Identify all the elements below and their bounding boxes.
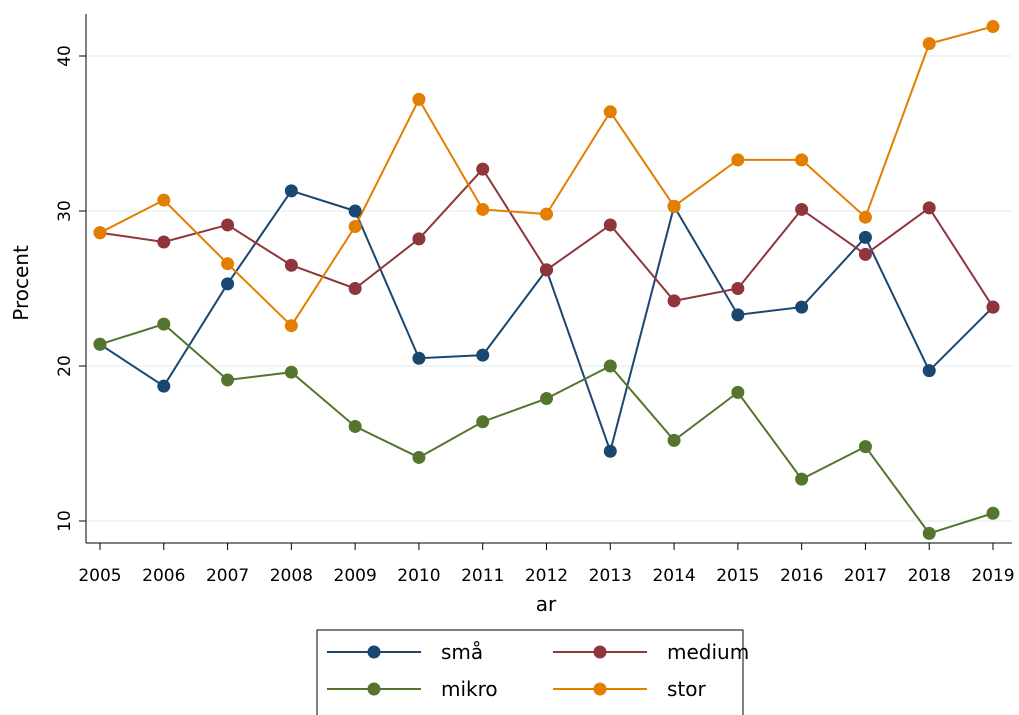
data-point-0 — [922, 364, 936, 378]
data-point-3 — [603, 105, 617, 119]
data-point-1 — [412, 232, 426, 246]
data-point-2 — [412, 450, 426, 464]
legend-label: små — [441, 640, 483, 664]
legend-marker — [593, 645, 607, 659]
data-point-2 — [795, 472, 809, 486]
x-axis-title: ar — [536, 592, 557, 616]
data-point-3 — [412, 92, 426, 106]
data-point-2 — [731, 385, 745, 399]
y-axis-title: Procent — [9, 245, 33, 321]
y-tick-label: 20 — [55, 355, 75, 377]
data-point-3 — [667, 199, 681, 213]
data-point-0 — [284, 184, 298, 198]
x-tick-label: 2009 — [334, 566, 377, 586]
x-tick-label: 2011 — [461, 566, 504, 586]
legend-label: mikro — [441, 677, 498, 701]
legend-marker — [367, 682, 381, 696]
data-point-3 — [922, 37, 936, 51]
data-point-0 — [858, 230, 872, 244]
legend-marker — [367, 645, 381, 659]
data-point-2 — [667, 433, 681, 447]
x-tick-label: 2019 — [971, 566, 1014, 586]
data-point-3 — [221, 257, 235, 271]
data-point-1 — [858, 247, 872, 261]
x-tick-label: 2007 — [206, 566, 249, 586]
data-point-3 — [858, 210, 872, 224]
data-point-2 — [986, 506, 1000, 520]
axes — [85, 14, 1012, 544]
data-point-1 — [348, 282, 362, 295]
data-point-2 — [476, 415, 490, 429]
x-tick-label: 2005 — [78, 566, 121, 586]
data-point-3 — [795, 153, 809, 167]
series-line-3 — [99, 25, 994, 328]
x-tick-label: 2016 — [780, 566, 823, 586]
data-point-1 — [221, 218, 235, 232]
data-point-0 — [348, 204, 362, 218]
data-point-2 — [858, 440, 872, 454]
data-point-0 — [476, 348, 490, 362]
data-point-0 — [221, 277, 235, 291]
data-point-0 — [603, 444, 617, 458]
x-tick-label: 2010 — [397, 566, 440, 586]
legend-box — [316, 629, 744, 715]
data-point-0 — [731, 308, 745, 322]
data-point-2 — [221, 373, 235, 387]
data-point-2 — [284, 365, 298, 379]
x-tick-label: 2012 — [525, 566, 568, 586]
data-point-1 — [603, 218, 617, 232]
data-point-3 — [540, 207, 553, 221]
legend: små medium mikro stor — [316, 629, 749, 715]
data-point-1 — [731, 282, 745, 295]
series-group — [93, 20, 1000, 540]
data-point-3 — [284, 319, 298, 333]
legend-label: stor — [667, 677, 706, 701]
x-tick-label: 2017 — [844, 566, 887, 586]
data-point-1 — [476, 162, 490, 176]
x-tick-label: 2018 — [908, 566, 951, 586]
data-point-2 — [348, 419, 362, 433]
data-point-1 — [667, 294, 681, 308]
data-point-3 — [157, 193, 171, 207]
data-point-3 — [348, 220, 362, 233]
data-point-1 — [540, 263, 553, 277]
data-point-2 — [157, 317, 171, 331]
data-point-0 — [157, 379, 171, 393]
data-point-1 — [922, 201, 936, 215]
data-point-1 — [795, 202, 809, 216]
data-point-3 — [986, 20, 1000, 34]
legend-label: medium — [667, 640, 749, 664]
x-tick-label: 2006 — [142, 566, 185, 586]
x-tick-label: 2015 — [716, 566, 759, 586]
y-tick-label: 10 — [55, 510, 75, 532]
data-point-3 — [93, 226, 107, 240]
data-point-1 — [157, 235, 171, 249]
x-tick-label: 2013 — [589, 566, 632, 586]
data-point-3 — [731, 153, 745, 167]
y-ticks: 10 20 30 40 — [55, 45, 86, 532]
y-tick-label: 30 — [55, 200, 75, 222]
data-point-3 — [476, 202, 490, 216]
y-tick-label: 40 — [55, 45, 75, 67]
x-tick-label: 2008 — [270, 566, 313, 586]
data-point-0 — [795, 300, 809, 314]
data-point-2 — [603, 359, 617, 373]
data-point-2 — [540, 392, 553, 406]
data-point-2 — [922, 526, 936, 540]
data-point-1 — [986, 300, 1000, 314]
data-point-1 — [284, 258, 298, 272]
legend-marker — [593, 682, 607, 696]
series-line-2 — [99, 323, 994, 535]
data-point-2 — [93, 337, 107, 351]
data-point-0 — [412, 351, 426, 365]
x-ticks: 2005 2006 2007 2008 2009 2010 2011 2012 2013 2014… — [78, 543, 1015, 586]
x-tick-label: 2014 — [652, 566, 695, 586]
